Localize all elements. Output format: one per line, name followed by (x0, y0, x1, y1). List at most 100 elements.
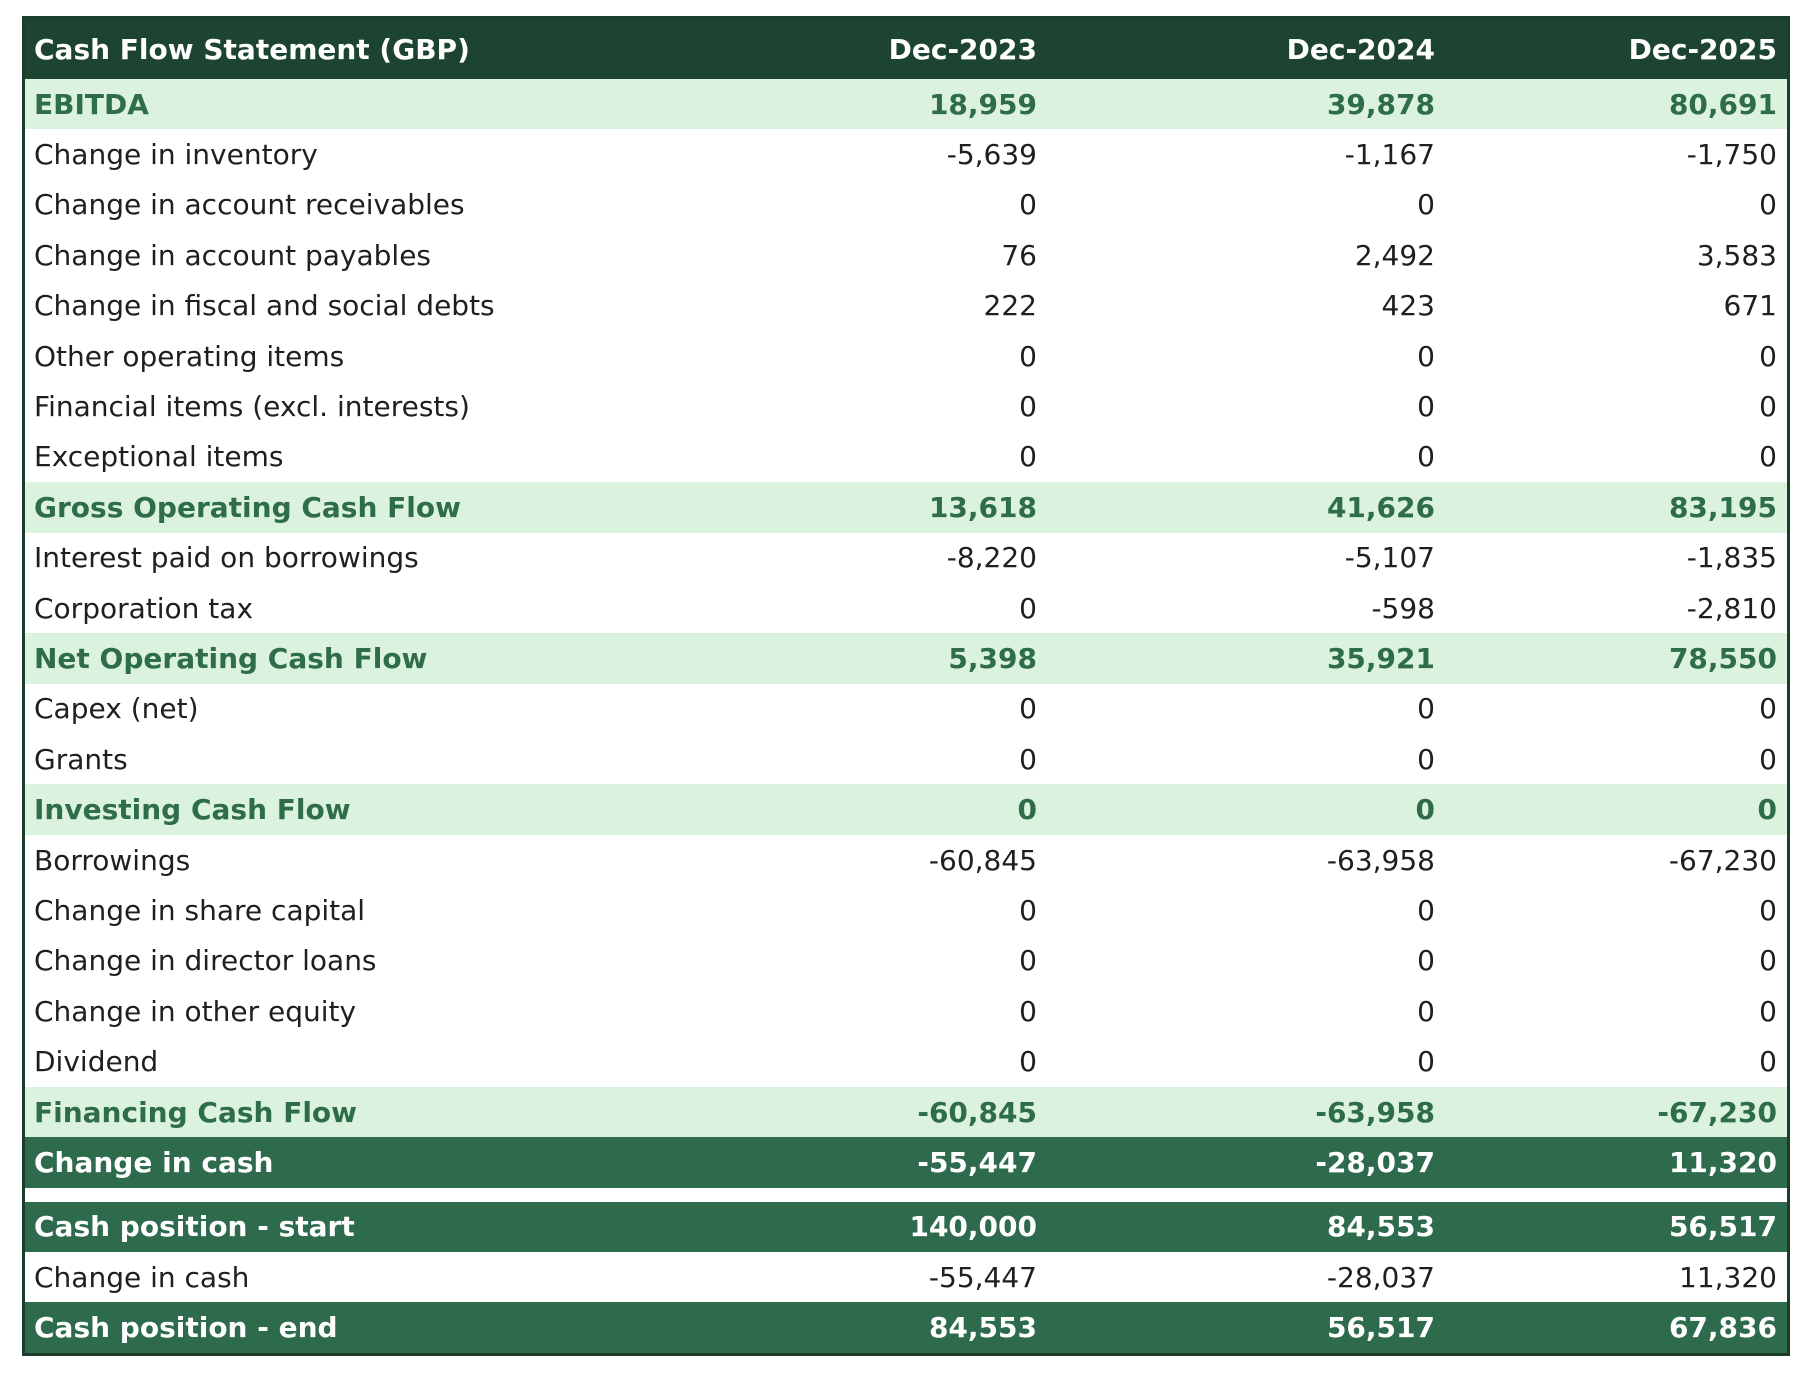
table-row: Change in share capital 0 0 0 (25, 885, 1787, 936)
cash-flow-table: Cash Flow Statement (GBP) Dec-2023 Dec-2… (22, 16, 1790, 1356)
row-value: 11,320 (1668, 1145, 1777, 1179)
row-value: 0 (1417, 440, 1435, 474)
row-label: Financial items (excl. interests) (34, 390, 470, 424)
row-value: 0 (1019, 188, 1037, 222)
row-label: Borrowings (34, 843, 191, 877)
row-value: 0 (1417, 742, 1435, 776)
row-value: 0 (1759, 893, 1777, 927)
row-value: 0 (1759, 692, 1777, 726)
row-value: -5,107 (1344, 541, 1435, 575)
row-value: 0 (1759, 440, 1777, 474)
table-row: Capex (net) 0 0 0 (25, 683, 1787, 735)
row-value: -67,230 (1657, 1095, 1777, 1129)
row-value: 0 (1019, 944, 1037, 978)
row-value: -8,220 (946, 541, 1037, 575)
row-value: -63,958 (1326, 843, 1435, 877)
row-label: Change in account receivables (34, 188, 465, 222)
table-header-row: Cash Flow Statement (GBP) Dec-2023 Dec-2… (25, 19, 1787, 79)
row-value: 0 (1417, 339, 1435, 373)
table-row: Change in inventory -5,639 -1,167 -1,750 (25, 129, 1787, 180)
row-label: Dividend (34, 1045, 159, 1079)
row-label: Change in inventory (34, 138, 318, 172)
row-value: 5,398 (948, 641, 1037, 675)
column-header-dec-2024: Dec-2024 (1286, 32, 1435, 66)
table-spacer (25, 1187, 1787, 1202)
row-label: Gross Operating Cash Flow (34, 490, 461, 524)
row-label: Change in cash (34, 1260, 250, 1294)
table-row: Financial items (excl. interests) 0 0 0 (25, 381, 1787, 432)
row-value: 0 (1019, 893, 1037, 927)
row-label: Cash position - end (34, 1311, 338, 1345)
row-value: 0 (1417, 994, 1435, 1028)
row-label: Change in account payables (34, 238, 432, 272)
table-row: Net Operating Cash Flow 5,398 35,921 78,550 (25, 633, 1787, 684)
cash-position-section: Cash position - start 140,000 84,553 56,517… (25, 1201, 1787, 1353)
row-value: 0 (1759, 339, 1777, 373)
row-value: 0 (1757, 793, 1777, 827)
row-label: Net Operating Cash Flow (34, 641, 428, 675)
row-value: -60,845 (928, 843, 1037, 877)
row-label: Capex (net) (34, 692, 199, 726)
row-value: -2,810 (1686, 591, 1777, 625)
row-value: 80,691 (1668, 87, 1777, 121)
row-value: -1,750 (1686, 138, 1777, 172)
table-row: Investing Cash Flow 0 0 0 (25, 784, 1787, 835)
row-label: Grants (34, 742, 128, 776)
row-value: 56,517 (1668, 1210, 1777, 1244)
row-value: 0 (1759, 188, 1777, 222)
row-label: Change in fiscal and social debts (34, 289, 495, 323)
row-value: 67,836 (1668, 1311, 1777, 1345)
row-label: Cash position - start (34, 1210, 355, 1244)
row-value: 423 (1381, 289, 1435, 323)
row-value: 0 (1417, 893, 1435, 927)
table-row: Change in account payables 76 2,492 3,583 (25, 230, 1787, 281)
column-header-dec-2023: Dec-2023 (888, 32, 1037, 66)
row-label: Change in cash (34, 1145, 274, 1179)
row-value: -63,958 (1315, 1095, 1435, 1129)
row-value: 671 (1723, 289, 1777, 323)
row-value: 2,492 (1354, 238, 1435, 272)
row-label: Corporation tax (34, 591, 254, 625)
table-title: Cash Flow Statement (GBP) (34, 32, 470, 66)
row-value: 0 (1759, 994, 1777, 1028)
row-value: 76 (1001, 238, 1037, 272)
row-value: 0 (1019, 1045, 1037, 1079)
row-value: 84,553 (1326, 1210, 1435, 1244)
row-value: -55,447 (928, 1260, 1037, 1294)
table-row: Change in account receivables 0 0 0 (25, 179, 1787, 231)
table-row: Change in cash -55,447 -28,037 11,320 (25, 1137, 1787, 1188)
row-value: 0 (1417, 188, 1435, 222)
row-label: Change in share capital (34, 893, 366, 927)
table-row: Change in director loans 0 0 0 (25, 935, 1787, 987)
column-header-dec-2025: Dec-2025 (1628, 32, 1777, 66)
table-row: Corporation tax 0 -598 -2,810 (25, 582, 1787, 634)
row-value: 0 (1759, 1045, 1777, 1079)
table-row: Exceptional items 0 0 0 (25, 431, 1787, 483)
row-label: Investing Cash Flow (34, 793, 351, 827)
table-row: Change in other equity 0 0 0 (25, 986, 1787, 1037)
row-value: 84,553 (928, 1311, 1037, 1345)
table-body: EBITDA 18,959 39,878 80,691 Change in invent… (25, 79, 1787, 1188)
row-value: 41,626 (1326, 490, 1435, 524)
row-label: Change in other equity (34, 994, 357, 1028)
row-value: 140,000 (909, 1210, 1037, 1244)
row-value: 0 (1759, 944, 1777, 978)
row-value: 0 (1019, 390, 1037, 424)
row-label: Other operating items (34, 339, 345, 373)
table-row: Other operating items 0 0 0 (25, 330, 1787, 382)
row-label: Financing Cash Flow (34, 1095, 358, 1129)
row-value: 78,550 (1668, 641, 1777, 675)
table-row: Financing Cash Flow -60,845 -63,958 -67,230 (25, 1086, 1787, 1138)
row-value: -60,845 (917, 1095, 1037, 1129)
row-value: -28,037 (1326, 1260, 1435, 1294)
row-value: 0 (1759, 742, 1777, 776)
row-value: 0 (1019, 591, 1037, 625)
row-value: -598 (1371, 591, 1435, 625)
row-value: 18,959 (928, 87, 1037, 121)
row-value: -1,835 (1686, 541, 1777, 575)
row-value: 0 (1759, 390, 1777, 424)
row-value: -1,167 (1344, 138, 1435, 172)
row-value: 0 (1417, 692, 1435, 726)
row-value: 0 (1417, 1045, 1435, 1079)
row-value: 222 (983, 289, 1037, 323)
